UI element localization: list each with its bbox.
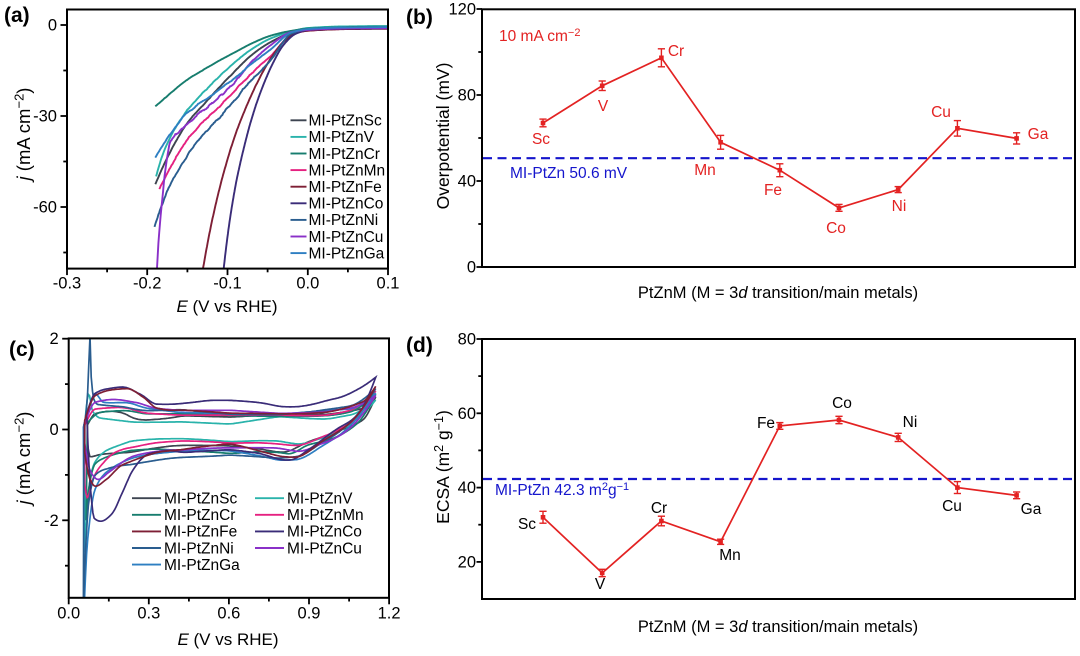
svg-text:0: 0 [50,421,59,439]
svg-text:MI-PtZnFe: MI-PtZnFe [309,179,382,196]
svg-text:Overpotential (mV): Overpotential (mV) [433,63,453,210]
svg-text:80: 80 [458,331,476,349]
svg-text:MI-PtZnCr: MI-PtZnCr [309,146,380,163]
svg-text:1.2: 1.2 [378,605,401,623]
svg-text:-0.2: -0.2 [133,275,161,293]
svg-text:Cu: Cu [931,104,951,121]
svg-text:0: 0 [467,259,476,277]
svg-text:ECSA (m2 g−1): ECSA (m2 g−1) [432,410,453,524]
svg-text:MI-PtZnNi: MI-PtZnNi [164,540,234,557]
svg-text:-60: -60 [33,199,57,217]
svg-text:-30: -30 [33,108,57,126]
svg-text:Sc: Sc [532,131,550,148]
svg-text:V: V [595,576,606,593]
svg-text:MI-PtZnCo: MI-PtZnCo [309,196,384,213]
svg-text:Cr: Cr [668,43,684,60]
svg-text:Mn: Mn [719,547,741,564]
svg-text:Sc: Sc [518,516,536,533]
svg-text:(c): (c) [9,338,35,361]
svg-text:0.0: 0.0 [296,275,319,293]
svg-text:Co: Co [832,395,852,412]
svg-text:Ga: Ga [1021,501,1042,518]
svg-text:Ga: Ga [1028,126,1049,143]
svg-text:0.1: 0.1 [377,275,400,293]
svg-text:PtZnM (M = 3d transition/main: PtZnM (M = 3d transition/main metals) [638,284,918,302]
svg-text:Cu: Cu [942,498,962,515]
svg-text:0.9: 0.9 [298,605,321,623]
svg-text:MI-PtZnCu: MI-PtZnCu [287,540,362,557]
svg-text:MI-PtZnSc: MI-PtZnSc [164,491,237,508]
svg-text:2: 2 [50,330,59,348]
svg-text:20: 20 [458,553,476,571]
svg-text:Cr: Cr [651,500,667,517]
svg-text:Ni: Ni [903,414,918,431]
svg-text:0: 0 [48,17,57,35]
svg-text:MI-PtZnMn: MI-PtZnMn [309,162,386,179]
svg-text:40: 40 [458,173,476,191]
svg-text:MI-PtZnV: MI-PtZnV [309,129,375,146]
svg-text:(a): (a) [4,4,30,27]
svg-text:-2: -2 [44,512,59,530]
svg-text:0.3: 0.3 [137,605,160,623]
svg-text:MI-PtZnCu: MI-PtZnCu [309,229,384,246]
svg-text:Fe: Fe [764,182,782,199]
svg-text:MI-PtZnCo: MI-PtZnCo [287,524,362,541]
svg-text:MI-PtZnSc: MI-PtZnSc [309,113,382,130]
svg-text:E (V vs RHE): E (V vs RHE) [176,297,277,316]
svg-text:10 mA cm−2: 10 mA cm−2 [499,27,580,45]
svg-text:PtZnM (M = 3d transition/main: PtZnM (M = 3d transition/main metals) [638,618,918,636]
svg-text:MI-PtZnCr: MI-PtZnCr [164,507,235,524]
svg-text:j (mA cm−2): j (mA cm−2) [12,88,35,184]
svg-text:MI-PtZnGa: MI-PtZnGa [309,245,385,262]
svg-text:E (V vs RHE): E (V vs RHE) [177,630,278,649]
svg-text:MI-PtZnFe: MI-PtZnFe [164,524,237,541]
svg-text:MI-PtZnNi: MI-PtZnNi [309,212,379,229]
svg-text:0.0: 0.0 [57,605,80,623]
svg-text:-0.3: -0.3 [53,275,81,293]
svg-text:Ni: Ni [892,198,907,215]
svg-text:Co: Co [826,220,846,237]
svg-text:(b): (b) [406,6,433,29]
svg-text:MI-PtZn 50.6 mV: MI-PtZn 50.6 mV [510,165,628,182]
svg-text:Mn: Mn [694,162,716,179]
svg-text:MI-PtZnMn: MI-PtZnMn [287,507,364,524]
svg-text:120: 120 [448,1,476,19]
svg-text:MI-PtZn 42.3 m2g−1: MI-PtZn 42.3 m2g−1 [495,481,629,499]
svg-text:0.6: 0.6 [217,605,240,623]
svg-text:MI-PtZnV: MI-PtZnV [287,491,353,508]
svg-text:-0.1: -0.1 [213,275,241,293]
svg-text:Fe: Fe [757,415,775,432]
svg-text:(d): (d) [406,334,433,357]
svg-text:60: 60 [458,405,476,423]
svg-text:V: V [598,98,609,115]
svg-text:80: 80 [458,87,476,105]
svg-text:40: 40 [458,479,476,497]
svg-text:MI-PtZnGa: MI-PtZnGa [164,557,240,574]
svg-text:j (mA cm−2): j (mA cm−2) [12,412,35,508]
